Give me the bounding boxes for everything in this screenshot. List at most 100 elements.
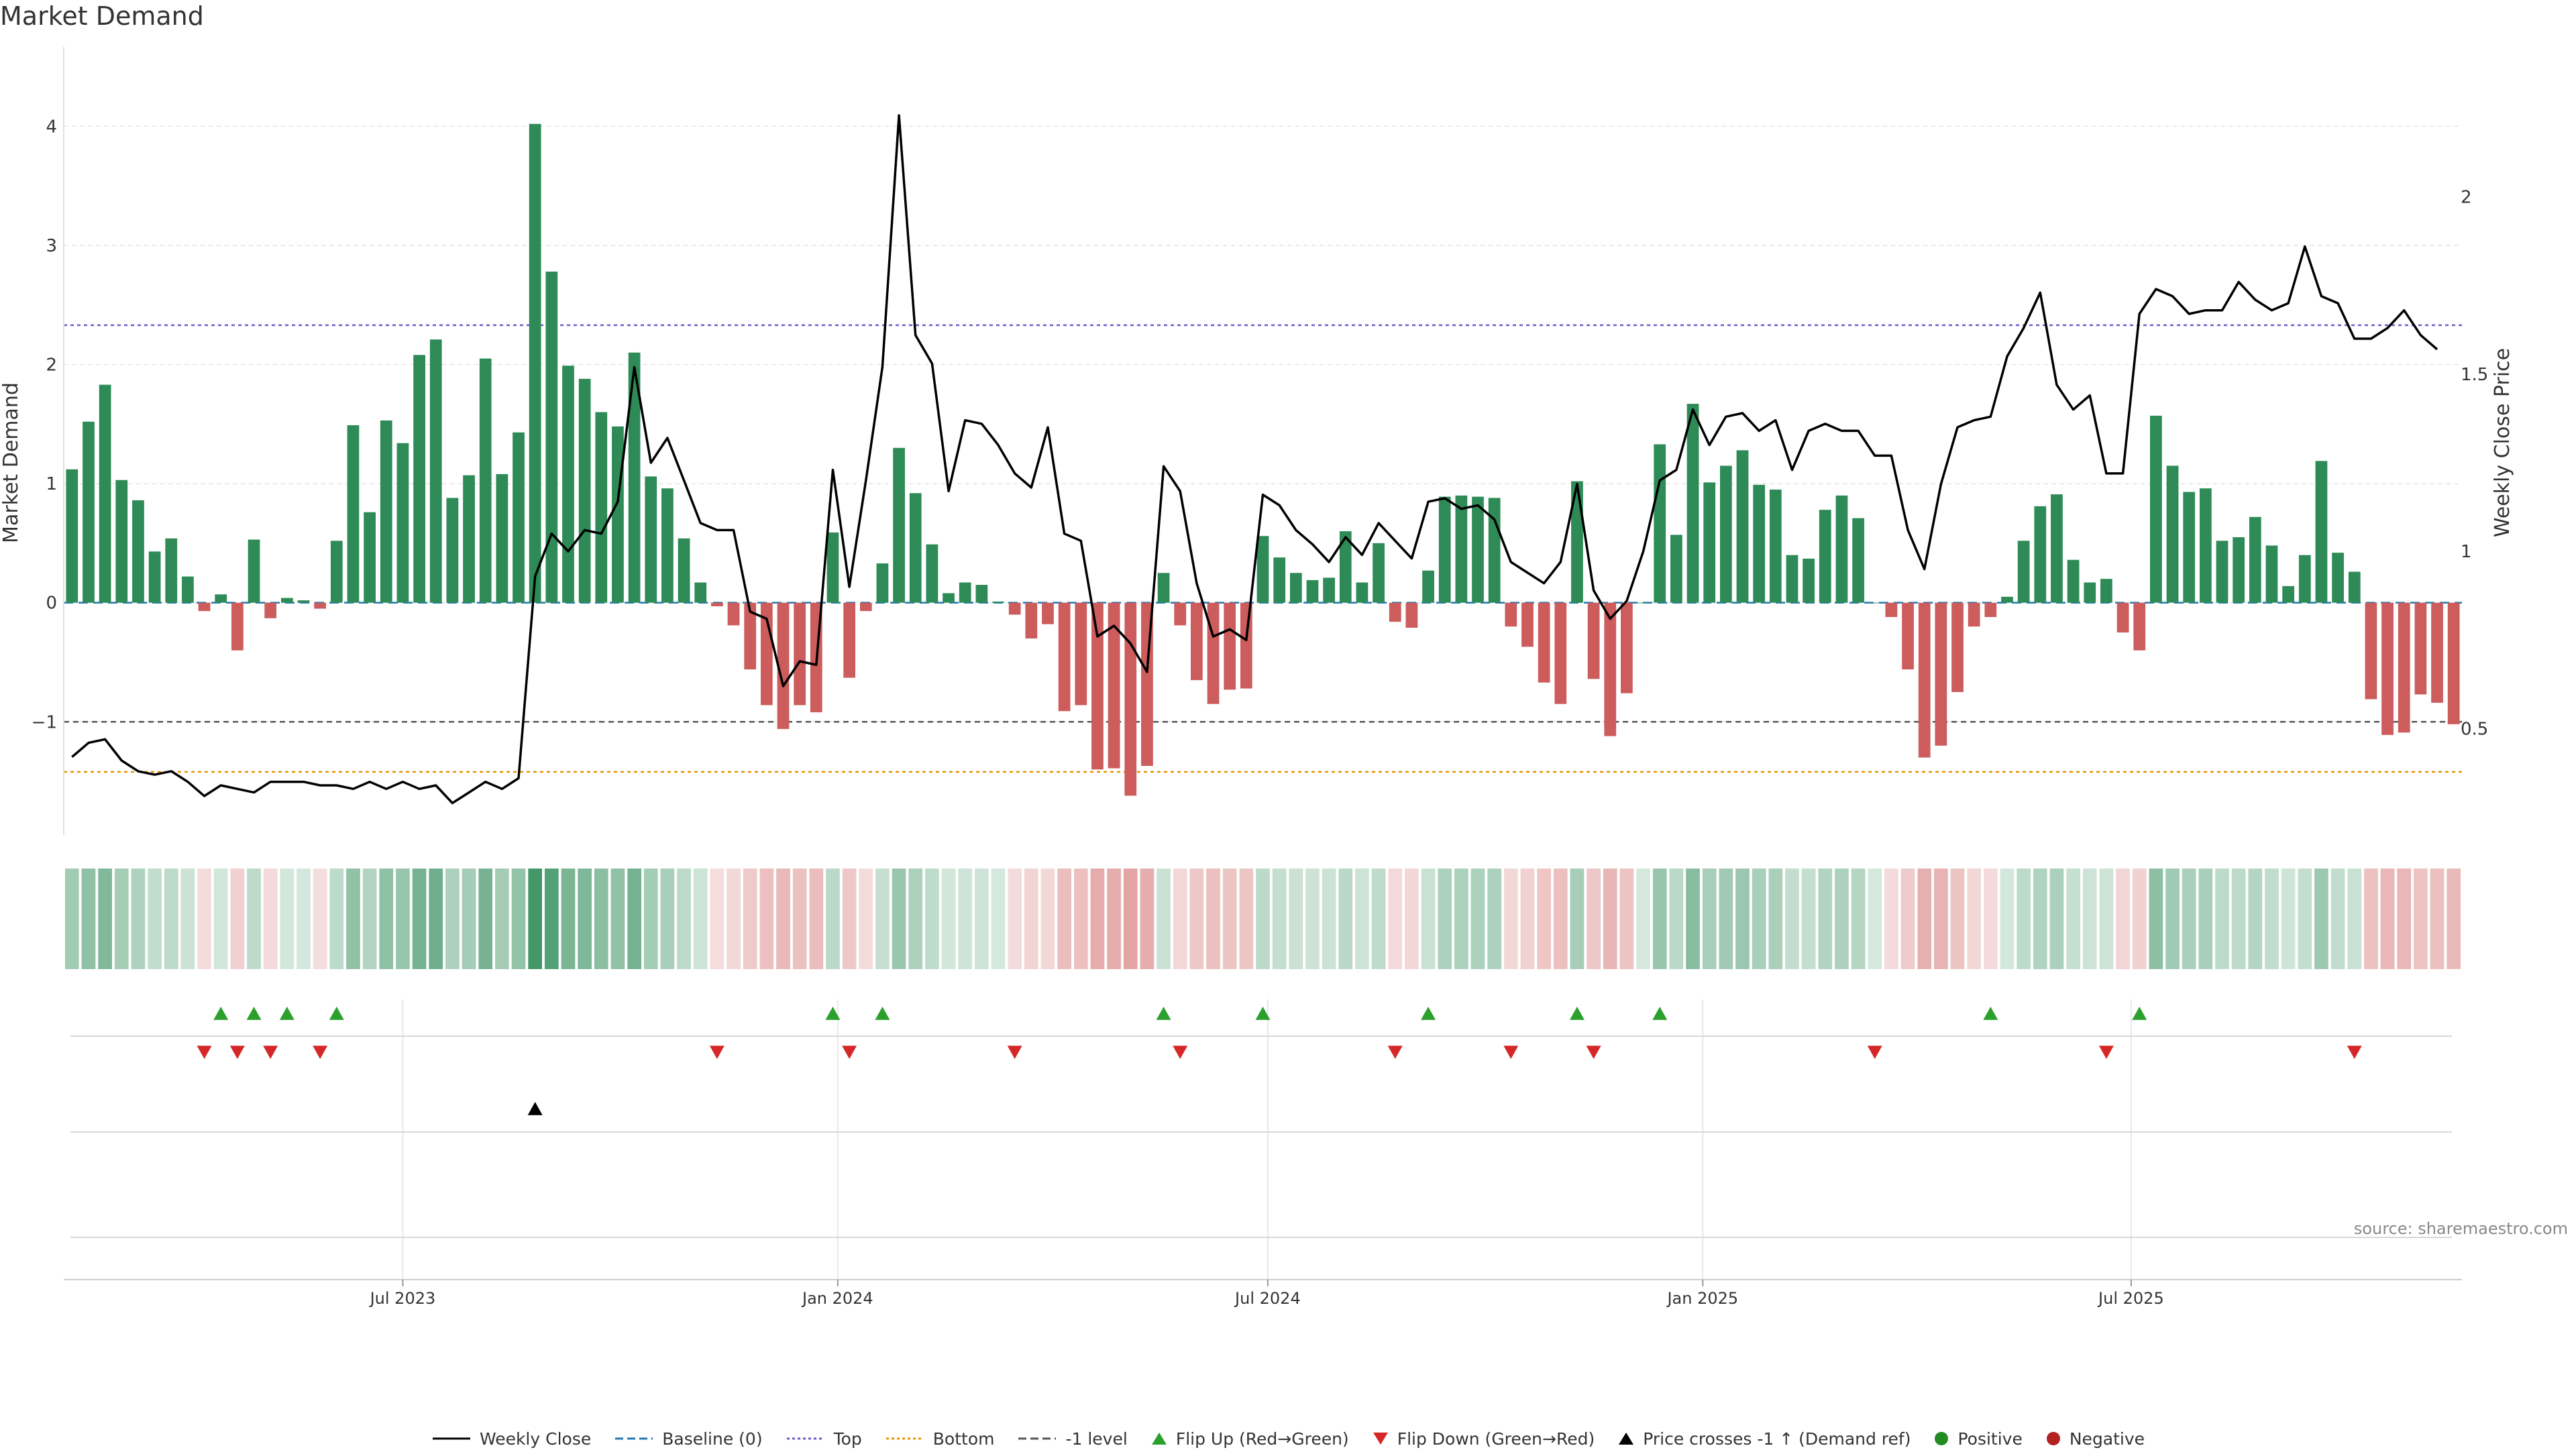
- legend-item-cross: Price crosses -1 ↑ (Demand ref): [1617, 1429, 1911, 1449]
- demand-bar: [1868, 602, 1881, 604]
- heat-cell: [1884, 869, 1898, 969]
- heat-cell: [478, 869, 493, 969]
- flip-down-marker: [2098, 1046, 2114, 1059]
- heat-cell: [776, 869, 790, 969]
- heat-cell: [2330, 869, 2345, 969]
- legend-label: Price crosses -1 ↑ (Demand ref): [1643, 1429, 1911, 1449]
- demand-bar: [943, 593, 955, 603]
- heat-cell: [1470, 869, 1485, 969]
- demand-bar: [893, 447, 905, 603]
- heat-cell: [1057, 869, 1071, 969]
- legend-swatch-dot_negative: [2045, 1431, 2061, 1447]
- heat-cell: [2397, 869, 2412, 969]
- demand-bar: [413, 355, 425, 603]
- heat-cell: [1157, 869, 1171, 969]
- legend-label: Bottom: [932, 1429, 995, 1449]
- heat-cell: [975, 869, 989, 969]
- demand-bar: [1455, 495, 1468, 603]
- demand-bar: [645, 476, 657, 603]
- demand-bar: [661, 488, 674, 603]
- demand-bar: [1042, 602, 1054, 624]
- demand-bar: [2017, 541, 2030, 603]
- demand-bar: [1538, 602, 1550, 683]
- demand-bar: [496, 473, 508, 603]
- heat-cell: [1868, 869, 1882, 969]
- heat-cell: [2314, 869, 2328, 969]
- heat-cell: [1438, 869, 1452, 969]
- demand-bar: [1207, 602, 1220, 704]
- y-axis-title: Market Demand: [0, 382, 23, 543]
- heat-cell: [1256, 869, 1270, 969]
- heat-strip: [64, 869, 2461, 969]
- heat-cell: [2000, 869, 2015, 969]
- heat-cell: [2017, 869, 2031, 969]
- demand-bar: [182, 576, 194, 603]
- demand-bar: [992, 601, 1004, 603]
- demand-bar: [148, 551, 161, 603]
- demand-bar: [2381, 602, 2394, 735]
- demand-bar: [2348, 571, 2361, 603]
- demand-bar: [479, 358, 492, 603]
- demand-bar: [2398, 602, 2410, 733]
- heat-cell: [544, 869, 559, 969]
- legend-swatch-flip_up: [1150, 1431, 1168, 1446]
- heat-cell: [958, 869, 973, 969]
- heat-cell: [511, 869, 526, 969]
- heat-cell: [693, 869, 708, 969]
- heat-cell: [180, 869, 195, 969]
- heat-cell: [1686, 869, 1700, 969]
- x-tick-label: Jul 2023: [369, 1289, 436, 1308]
- heat-cell: [1669, 869, 1684, 969]
- legend-swatch-baseline: [614, 1432, 654, 1445]
- demand-bar: [1174, 602, 1187, 626]
- legend-label: Weekly Close: [479, 1429, 592, 1449]
- heat-cell: [1040, 869, 1055, 969]
- demand-bar: [380, 420, 392, 603]
- y-tick-label: 3: [46, 236, 57, 256]
- y2-tick-label: 1: [2461, 542, 2472, 562]
- heat-cell: [1520, 869, 1535, 969]
- heat-cell: [462, 869, 476, 969]
- demand-bar: [2298, 555, 2311, 603]
- heat-cell: [2165, 869, 2180, 969]
- demand-bar: [1819, 510, 1831, 603]
- demand-bar: [1935, 602, 1947, 746]
- demand-bar: [297, 600, 310, 603]
- x-tick-label: Jul 2024: [1234, 1289, 1301, 1308]
- heat-cell: [1073, 869, 1088, 969]
- demand-bar: [1306, 579, 1319, 603]
- demand-bar: [1719, 465, 1732, 603]
- heat-cell: [1719, 869, 1733, 969]
- demand-bar: [2414, 602, 2427, 695]
- demand-bar: [1373, 543, 1385, 603]
- legend-item-baseline: Baseline (0): [614, 1429, 763, 1449]
- demand-bar: [1058, 602, 1071, 712]
- demand-bar: [826, 532, 839, 603]
- demand-bar: [794, 602, 806, 706]
- demand-bar: [843, 602, 855, 678]
- heat-cell: [297, 869, 311, 969]
- heat-cell: [710, 869, 724, 969]
- heat-cell: [1024, 869, 1038, 969]
- demand-bar: [1621, 602, 1633, 693]
- demand-bar: [364, 512, 376, 603]
- heat-cell: [1636, 869, 1650, 969]
- flip-down-marker: [197, 1046, 212, 1059]
- demand-bar: [330, 541, 343, 603]
- heat-cell: [2364, 869, 2378, 969]
- demand-bar: [2332, 553, 2344, 603]
- event-panels: [70, 1007, 2452, 1238]
- heat-cell: [1338, 869, 1353, 969]
- heat-cell: [1503, 869, 1518, 969]
- heat-cell: [1917, 869, 1932, 969]
- heat-cell: [213, 869, 228, 969]
- demand-bar: [83, 421, 95, 603]
- legend-swatch-bottom: [885, 1432, 925, 1445]
- flip-down-marker: [842, 1046, 857, 1059]
- heat-cell: [1222, 869, 1237, 969]
- heat-cell: [1587, 869, 1601, 969]
- demand-bar: [1323, 577, 1335, 603]
- demand-bar: [1803, 558, 1815, 603]
- demand-bar: [2166, 465, 2179, 603]
- flip-up-marker: [825, 1007, 841, 1020]
